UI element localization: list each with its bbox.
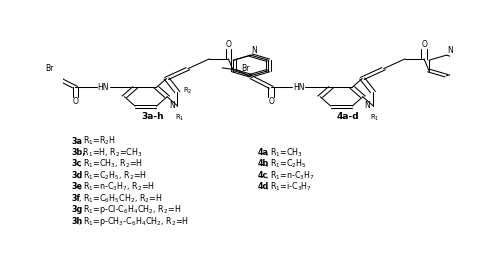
Text: 3d: 3d <box>71 171 83 180</box>
Text: 3h: 3h <box>71 217 83 226</box>
Text: N: N <box>364 101 370 110</box>
Text: 3f: 3f <box>71 194 80 203</box>
Text: O: O <box>268 97 274 106</box>
Text: R$_{1}$=H, R$_{2}$=CH$_{3}$: R$_{1}$=H, R$_{2}$=CH$_{3}$ <box>80 146 143 159</box>
Text: 4a: 4a <box>258 148 269 157</box>
Text: 3a-h: 3a-h <box>141 112 164 121</box>
Text: 3e: 3e <box>71 182 82 191</box>
Text: 3g: 3g <box>71 205 83 214</box>
Text: N: N <box>251 46 257 55</box>
Text: N: N <box>169 101 175 110</box>
Text: R$_1$: R$_1$ <box>174 112 184 123</box>
Text: , R$_{1}$=CH$_{3}$, R$_{2}$=H: , R$_{1}$=CH$_{3}$, R$_{2}$=H <box>78 158 143 170</box>
Text: O: O <box>72 97 78 106</box>
Text: HN: HN <box>293 83 304 92</box>
Text: , R$_{1}$=n-C$_{3}$H$_{7}$: , R$_{1}$=n-C$_{3}$H$_{7}$ <box>265 169 315 182</box>
Text: 3a: 3a <box>71 137 82 146</box>
Text: Br: Br <box>242 65 250 73</box>
Text: 4d: 4d <box>258 182 270 191</box>
Text: R$_2$: R$_2$ <box>183 86 192 96</box>
Text: , R$_{1}$=C$_{2}$H$_{5}$: , R$_{1}$=C$_{2}$H$_{5}$ <box>265 158 307 170</box>
Text: HN: HN <box>98 83 109 92</box>
Text: 4c: 4c <box>258 171 268 180</box>
Text: 4a-d: 4a-d <box>336 112 359 121</box>
Text: , R$_{1}$=n-C$_{3}$H$_{7}$, R$_{2}$=H: , R$_{1}$=n-C$_{3}$H$_{7}$, R$_{2}$=H <box>78 180 155 193</box>
Text: , R$_{1}$=C$_{6}$H$_{5}$CH$_{2}$, R$_{2}$=H: , R$_{1}$=C$_{6}$H$_{5}$CH$_{2}$, R$_{2}… <box>78 192 162 205</box>
Text: Br: Br <box>46 65 54 73</box>
Text: R$_1$: R$_1$ <box>370 112 380 123</box>
Text: , R$_{1}$=R$_{2}$H: , R$_{1}$=R$_{2}$H <box>78 135 116 147</box>
Text: 4b: 4b <box>258 159 270 168</box>
Text: N: N <box>447 46 452 55</box>
Text: O: O <box>226 40 232 49</box>
Text: , R$_{1}$=C$_{2}$H$_{5}$, R$_{2}$=H: , R$_{1}$=C$_{2}$H$_{5}$, R$_{2}$=H <box>78 169 147 182</box>
Text: , R$_{1}$=i-C$_{3}$H$_{7}$: , R$_{1}$=i-C$_{3}$H$_{7}$ <box>265 180 312 193</box>
Text: , R$_{1}$=p-CH$_{3}$-C$_{6}$H$_{4}$CH$_{2}$, R$_{2}$=H: , R$_{1}$=p-CH$_{3}$-C$_{6}$H$_{4}$CH$_{… <box>78 215 188 228</box>
Text: , R$_{1}$=p-Cl-C$_{6}$H$_{4}$CH$_{2}$, R$_{2}$=H: , R$_{1}$=p-Cl-C$_{6}$H$_{4}$CH$_{2}$, R… <box>78 203 181 216</box>
Text: O: O <box>421 40 427 49</box>
Text: 3c: 3c <box>71 159 82 168</box>
Text: 3b,: 3b, <box>71 148 86 157</box>
Text: , R$_{1}$=CH$_{3}$: , R$_{1}$=CH$_{3}$ <box>265 146 303 159</box>
